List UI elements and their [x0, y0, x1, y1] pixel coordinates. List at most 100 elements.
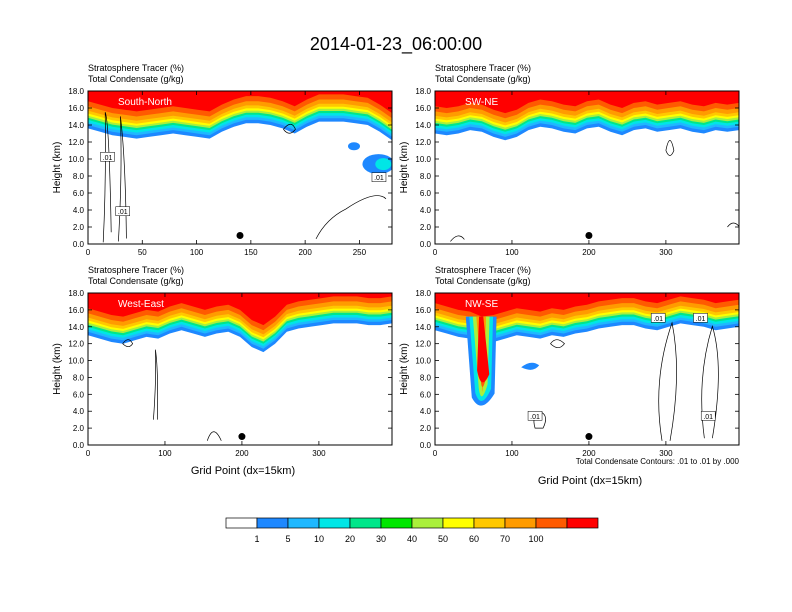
condensate-contour [102, 112, 112, 243]
y-tick-label: 4.0 [73, 206, 85, 215]
y-tick-label: 8.0 [73, 373, 85, 382]
panel-label: NW-SE [465, 299, 498, 310]
y-tick-label: 14.0 [415, 121, 431, 130]
condensate-contour [118, 116, 127, 242]
colorbar-box [566, 517, 599, 529]
y-tick-label: 4.0 [420, 206, 432, 215]
colorbar-box [411, 517, 444, 529]
y-tick-label: 8.0 [420, 172, 432, 181]
x-tick-label: 250 [353, 248, 367, 257]
tracer-patch [521, 362, 540, 370]
colorbar-box [318, 517, 351, 529]
y-tick-label: 18.0 [415, 289, 431, 298]
condensate-contour [701, 325, 719, 439]
colorbar: 1 5 10 20 30 40 50 60 70 100 [225, 517, 599, 544]
colorbar-label: 10 [314, 534, 324, 544]
y-tick-label: 2.0 [73, 424, 85, 433]
plot-frame [87, 292, 393, 446]
panel-label: South-North [118, 97, 172, 108]
condensate-contour [206, 431, 222, 441]
y-tick-label: 12.0 [415, 340, 431, 349]
colorbar-box [225, 517, 258, 529]
colorbar-label: 1 [254, 534, 259, 544]
location-marker [236, 232, 244, 239]
y-tick-label: 16.0 [68, 306, 84, 315]
y-axis-label: Height (km) [52, 142, 63, 194]
y-tick-label: 14.0 [415, 323, 431, 332]
x-tick-label: 0 [86, 248, 91, 257]
location-marker [238, 433, 246, 441]
y-tick-label: 12.0 [68, 340, 84, 349]
y-tick-label: 18.0 [68, 87, 84, 96]
x-tick-label: 300 [312, 449, 326, 458]
x-tick-label: 100 [158, 449, 172, 458]
y-tick-label: 4.0 [420, 407, 432, 416]
condensate-contour [727, 222, 739, 228]
y-tick-label: 0.0 [420, 240, 432, 249]
contour-label-box [650, 313, 666, 323]
colorbar-label: 20 [345, 534, 355, 544]
y-axis-label: Height (km) [399, 142, 410, 194]
y-tick-label: 16.0 [68, 104, 84, 113]
x-axis-label: Grid Point (dx=15km) [538, 475, 642, 487]
plot-area [435, 91, 739, 244]
contour-label: .01 [118, 209, 128, 216]
y-tick-label: 14.0 [68, 323, 84, 332]
colorbar-box [442, 517, 475, 529]
location-marker [585, 232, 593, 239]
panel-nw-se: .01 .01 .01 .01 NW-SE 0.0 2.0 4.0 6.0 8.0 10.0 12.0… [399, 265, 740, 487]
colorbar-box [287, 517, 320, 529]
plot-area: .01 .01 .01 .01 [435, 293, 739, 445]
colorbar-box [256, 517, 289, 529]
tracer-band [435, 91, 739, 114]
x-tick-label: 200 [298, 248, 312, 257]
condensate-contour [665, 140, 675, 156]
panel-west-east: West-East 0.0 2.0 4.0 6.0 8.0 10.0 12.0 14.0 16.0… [52, 265, 393, 477]
x-tick-label: 50 [138, 248, 147, 257]
condensate-contour [315, 195, 387, 240]
x-tick-label: 0 [433, 449, 438, 458]
colorbar-label: 5 [285, 534, 290, 544]
tracer-patch [348, 142, 360, 151]
panel-sw-ne: SW-NE 0.0 2.0 4.0 6.0 8.0 10.0 12.0 14.0 16.0 18.0… [399, 63, 740, 257]
condensate-contour [658, 321, 677, 441]
contour-label: .01 [703, 414, 713, 421]
contour-label: .01 [103, 155, 113, 162]
y-tick-label: 10.0 [415, 357, 431, 366]
plot-area: .01 .01 .01 [88, 91, 392, 244]
y-tick-label: 18.0 [68, 289, 84, 298]
location-marker [585, 433, 593, 441]
y-axis-label: Height (km) [52, 343, 63, 395]
y-axis-label: Height (km) [399, 343, 410, 395]
x-tick-label: 100 [190, 248, 204, 257]
panel-label: SW-NE [465, 97, 498, 108]
y-tick-label: 10.0 [68, 357, 84, 366]
plot-area [88, 293, 392, 445]
contour-label-box [527, 411, 543, 421]
x-tick-label: 200 [582, 449, 596, 458]
contour-label: .01 [374, 175, 384, 182]
contour-label-box [115, 206, 130, 216]
plot-frame [87, 90, 393, 245]
x-tick-label: 0 [86, 449, 91, 458]
condensate-contour [122, 339, 134, 348]
plot-frame [434, 90, 740, 245]
colorbar-label: 40 [407, 534, 417, 544]
colorbar-label: 60 [469, 534, 479, 544]
panel-title-tracer: Stratosphere Tracer (%) [88, 63, 184, 73]
condensate-contour [153, 349, 159, 420]
y-tick-label: 16.0 [415, 306, 431, 315]
y-tick-label: 0.0 [420, 441, 432, 450]
y-tick-label: 2.0 [420, 223, 432, 232]
plot-frame [434, 292, 740, 446]
y-tick-label: 8.0 [420, 373, 432, 382]
panel-label: West-East [118, 299, 164, 310]
panel-title-condensate: Total Condensate (g/kg) [88, 276, 184, 286]
contour-label-box [693, 313, 708, 323]
colorbar-label: 100 [528, 534, 543, 544]
contour-label: .01 [696, 316, 706, 323]
colorbar-box [535, 517, 568, 529]
x-tick-label: 200 [235, 449, 249, 458]
y-tick-label: 4.0 [73, 407, 85, 416]
